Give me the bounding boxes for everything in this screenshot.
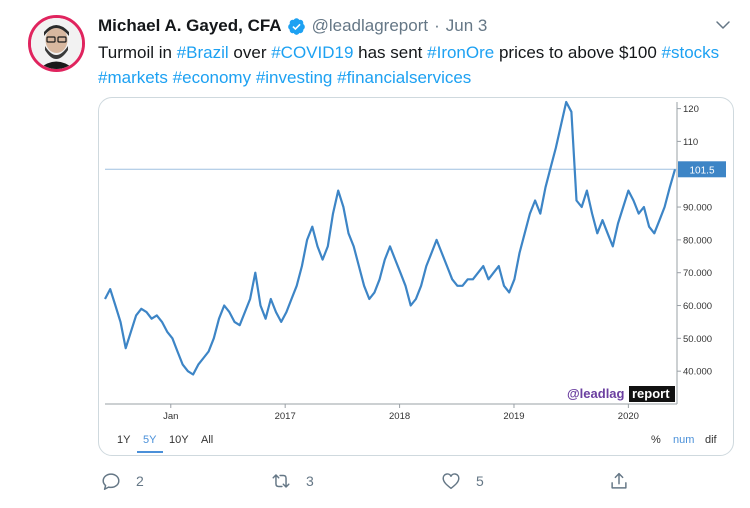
x-tick-label: 2018: [389, 411, 410, 422]
y-tick-label: 80.000: [683, 235, 712, 246]
tweet-text-segment: has sent: [353, 43, 428, 62]
verified-badge-icon: [287, 17, 305, 35]
active-range-underline: [137, 451, 163, 453]
range-button-10y[interactable]: 10Y: [169, 434, 189, 446]
retweet-icon: [272, 474, 290, 488]
author-handle[interactable]: @leadlagreport: [311, 16, 429, 35]
watermark-suffix: report: [632, 386, 670, 401]
y-tick-label: 60.000: [683, 301, 712, 312]
y-tick-label: 50.000: [683, 334, 712, 345]
like-count: 5: [476, 473, 484, 489]
chart-image[interactable]: 40.000 50.000 60.000 70.000 80.000 90.000 110 1…: [98, 97, 734, 456]
tweet-header: Michael A. Gayed, CFA @leadlagreport · J…: [98, 14, 487, 38]
profile-photo: [31, 18, 82, 69]
like-button[interactable]: 5: [440, 470, 484, 492]
avatar[interactable]: [28, 15, 85, 72]
x-tick-label: 2017: [275, 411, 296, 422]
watermark-prefix: @leadlag: [567, 386, 625, 401]
tweet-text: Turmoil in #Brazil over #COVID19 has sen…: [98, 40, 738, 90]
scale-button-dif[interactable]: dif: [705, 434, 717, 446]
x-tick-label: 2020: [618, 411, 639, 422]
chart-range-bar: 1Y 5Y 10Y All% num dif: [99, 430, 733, 454]
tweet-text-segment: Turmoil in: [98, 43, 177, 62]
y-tick-label: 120: [683, 104, 699, 115]
tweet-date[interactable]: Jun 3: [445, 16, 488, 35]
hashtag-link[interactable]: #economy: [172, 68, 252, 87]
like-icon: [442, 473, 460, 490]
y-tick-label: 40.000: [683, 367, 712, 378]
chevron-down-icon[interactable]: [714, 16, 732, 34]
x-tick-label: 2019: [503, 411, 524, 422]
reply-count: 2: [136, 473, 144, 489]
hashtag-link[interactable]: #stocks: [661, 43, 720, 62]
share-button[interactable]: [608, 470, 630, 492]
scale-button-percent[interactable]: %: [651, 434, 661, 446]
tweet-text-segment: over: [228, 43, 272, 62]
author-name[interactable]: Michael A. Gayed, CFA: [98, 16, 282, 35]
y-tick-label: 70.000: [683, 268, 712, 279]
hashtag-link[interactable]: #investing: [255, 68, 333, 87]
hashtag-link[interactable]: #Brazil: [176, 43, 229, 62]
y-tick-label: 110: [683, 137, 698, 148]
last-value-label: 101.5: [689, 165, 714, 176]
hashtag-link[interactable]: #financialservices: [337, 68, 472, 87]
range-button-5y[interactable]: 5Y: [143, 434, 157, 446]
hashtag-link[interactable]: #IronOre: [427, 43, 495, 62]
x-tick-label: Jan: [163, 411, 178, 422]
tweet-text-segment: prices to above $100: [494, 43, 662, 62]
retweet-button[interactable]: 3: [270, 470, 314, 492]
scale-button-num[interactable]: num: [673, 434, 695, 446]
range-button-all[interactable]: All: [201, 434, 214, 446]
hashtag-link[interactable]: #COVID19: [271, 43, 354, 62]
separator: ·: [434, 16, 440, 35]
price-series-line: [104, 100, 677, 376]
hashtag-link[interactable]: #markets: [98, 68, 168, 87]
watermark-box: [629, 386, 675, 402]
share-icon: [611, 472, 627, 489]
reply-icon: [102, 473, 120, 490]
last-value-badge: [678, 161, 726, 178]
retweet-count: 3: [306, 473, 314, 489]
tweet-actions: 2 3 5: [98, 470, 738, 498]
y-tick-label: 90.000: [683, 203, 712, 214]
reply-button[interactable]: 2: [100, 470, 144, 492]
range-button-1y[interactable]: 1Y: [117, 434, 131, 446]
line-chart: 40.000 50.000 60.000 70.000 80.000 90.000 110 1…: [104, 100, 726, 422]
